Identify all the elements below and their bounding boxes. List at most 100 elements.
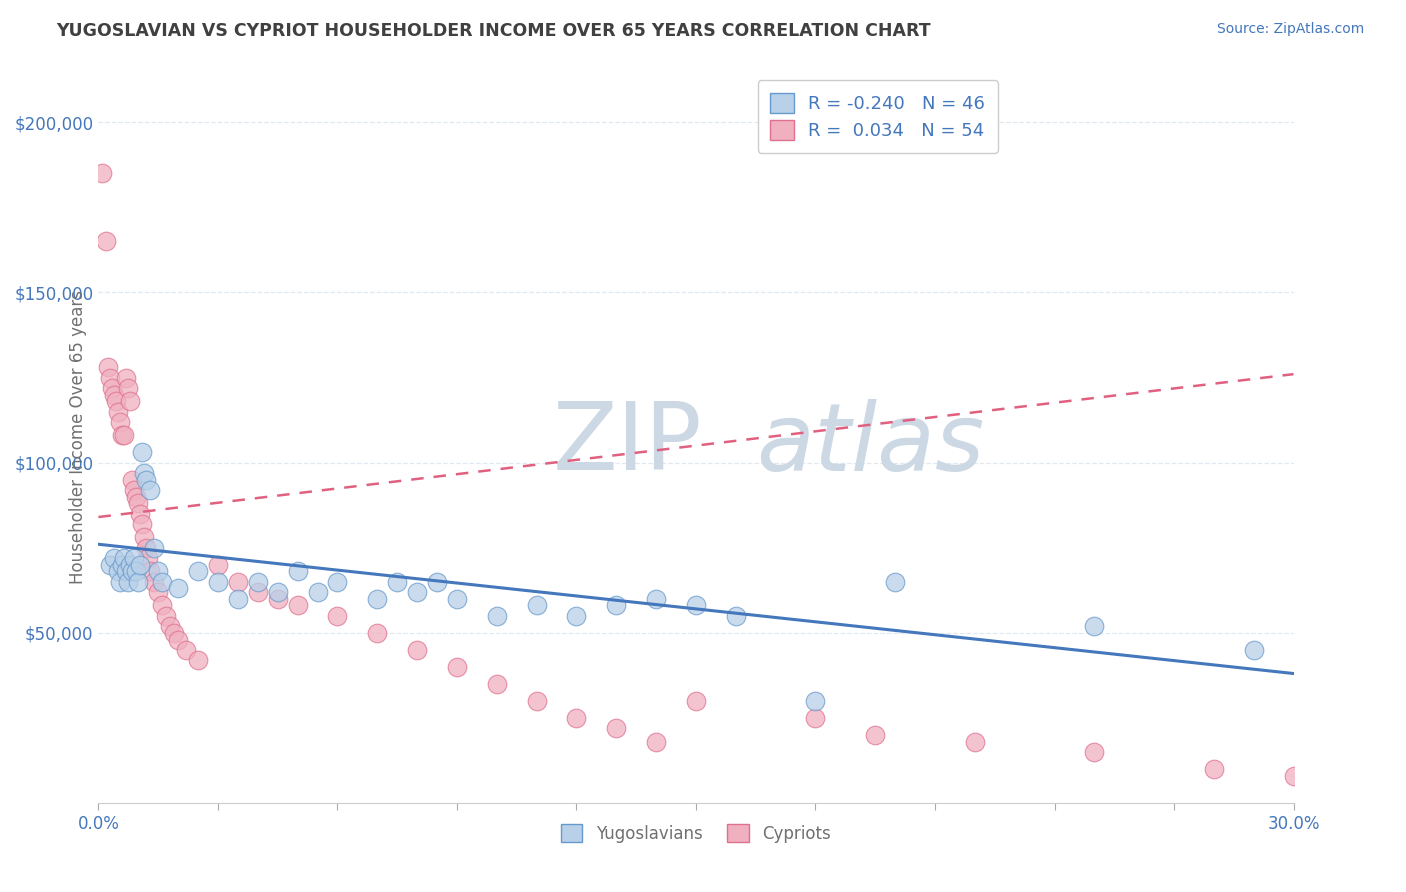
Point	[446, 659, 468, 673]
Point	[98, 558, 122, 572]
Point	[645, 734, 668, 748]
Point	[366, 591, 388, 606]
Point	[163, 625, 186, 640]
Point	[884, 574, 907, 589]
Point	[207, 574, 229, 589]
Point	[406, 642, 429, 657]
Point	[110, 415, 132, 429]
Point	[105, 394, 128, 409]
Point	[136, 550, 159, 565]
Point	[135, 541, 157, 555]
Point	[287, 599, 309, 613]
Text: ZIP: ZIP	[553, 399, 702, 491]
Point	[103, 387, 125, 401]
Point	[605, 721, 627, 735]
Point	[125, 490, 148, 504]
Point	[103, 550, 125, 565]
Point	[107, 565, 129, 579]
Point	[117, 574, 139, 589]
Point	[804, 694, 827, 708]
Point	[446, 591, 468, 606]
Point	[159, 619, 181, 633]
Point	[326, 608, 349, 623]
Point	[101, 381, 124, 395]
Point	[148, 565, 170, 579]
Point	[226, 591, 249, 606]
Point	[1202, 762, 1225, 776]
Point	[167, 582, 190, 596]
Text: atlas: atlas	[756, 399, 984, 490]
Point	[139, 483, 162, 497]
Point	[124, 483, 146, 497]
Point	[143, 574, 166, 589]
Point	[326, 574, 349, 589]
Point	[139, 565, 162, 579]
Point	[1243, 642, 1265, 657]
Point	[526, 694, 548, 708]
Y-axis label: Householder Income Over 65 years: Householder Income Over 65 years	[69, 290, 87, 584]
Point	[685, 694, 707, 708]
Point	[565, 711, 588, 725]
Point	[605, 599, 627, 613]
Point	[174, 642, 197, 657]
Point	[111, 558, 134, 572]
Point	[150, 574, 173, 589]
Point	[117, 381, 139, 395]
Point	[134, 531, 156, 545]
Point	[135, 473, 157, 487]
Point	[1083, 619, 1105, 633]
Point	[187, 653, 209, 667]
Point	[121, 565, 143, 579]
Point	[246, 574, 269, 589]
Point	[127, 574, 149, 589]
Point	[121, 473, 143, 487]
Point	[1083, 745, 1105, 759]
Point	[148, 585, 170, 599]
Point	[112, 550, 135, 565]
Point	[485, 608, 508, 623]
Point	[120, 558, 142, 572]
Point	[111, 428, 134, 442]
Point	[267, 591, 290, 606]
Point	[143, 541, 166, 555]
Point	[127, 496, 149, 510]
Point	[226, 574, 249, 589]
Point	[685, 599, 707, 613]
Point	[865, 728, 887, 742]
Point	[107, 404, 129, 418]
Point	[125, 565, 148, 579]
Point	[91, 166, 114, 180]
Point	[645, 591, 668, 606]
Point	[307, 585, 329, 599]
Point	[366, 625, 388, 640]
Point	[131, 516, 153, 531]
Point	[287, 565, 309, 579]
Point	[963, 734, 986, 748]
Point	[565, 608, 588, 623]
Point	[724, 608, 747, 623]
Point	[115, 370, 138, 384]
Text: YUGOSLAVIAN VS CYPRIOT HOUSEHOLDER INCOME OVER 65 YEARS CORRELATION CHART: YUGOSLAVIAN VS CYPRIOT HOUSEHOLDER INCOM…	[56, 22, 931, 40]
Point	[167, 632, 190, 647]
Legend: Yugoslavians, Cypriots: Yugoslavians, Cypriots	[554, 817, 838, 849]
Point	[129, 507, 152, 521]
Text: Source: ZipAtlas.com: Source: ZipAtlas.com	[1216, 22, 1364, 37]
Point	[110, 574, 132, 589]
Point	[426, 574, 449, 589]
Point	[526, 599, 548, 613]
Point	[96, 235, 118, 249]
Point	[406, 585, 429, 599]
Point	[485, 677, 508, 691]
Point	[115, 565, 138, 579]
Point	[804, 711, 827, 725]
Point	[267, 585, 290, 599]
Point	[112, 428, 135, 442]
Point	[207, 558, 229, 572]
Point	[1282, 768, 1305, 782]
Point	[120, 394, 142, 409]
Point	[187, 565, 209, 579]
Point	[385, 574, 409, 589]
Point	[129, 558, 152, 572]
Point	[134, 466, 156, 480]
Point	[98, 370, 122, 384]
